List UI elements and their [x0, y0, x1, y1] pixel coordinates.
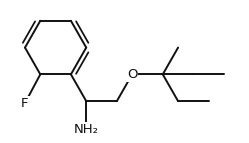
- Text: F: F: [21, 97, 29, 110]
- Text: O: O: [127, 68, 137, 81]
- Text: NH₂: NH₂: [74, 123, 99, 136]
